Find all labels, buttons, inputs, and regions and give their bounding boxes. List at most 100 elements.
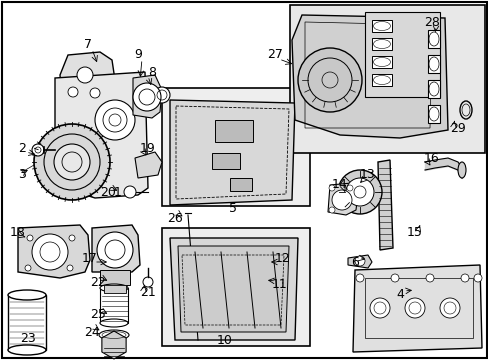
Text: 1: 1 (114, 185, 122, 198)
Ellipse shape (457, 162, 465, 178)
Circle shape (97, 232, 133, 268)
Circle shape (154, 87, 170, 103)
Text: 29: 29 (449, 122, 465, 135)
Text: 14: 14 (331, 179, 347, 192)
Polygon shape (170, 238, 297, 340)
Bar (427, 80, 439, 98)
Bar (371, 74, 391, 86)
Bar (162, 228, 309, 346)
Circle shape (369, 298, 389, 318)
Bar (162, 88, 309, 206)
Circle shape (32, 144, 44, 156)
Circle shape (425, 274, 433, 282)
Bar (364, 12, 439, 97)
Text: 24: 24 (84, 325, 100, 338)
Text: 26: 26 (167, 211, 183, 225)
Circle shape (124, 186, 136, 198)
Circle shape (390, 274, 398, 282)
Text: 6: 6 (350, 256, 358, 269)
Bar (427, 105, 439, 123)
Text: 16: 16 (423, 152, 439, 165)
Bar (427, 30, 439, 48)
Text: 22: 22 (90, 275, 106, 288)
Text: 17: 17 (82, 252, 98, 265)
Circle shape (297, 48, 361, 112)
Polygon shape (92, 225, 140, 272)
Circle shape (25, 265, 31, 271)
Bar (212, 153, 240, 169)
Bar (371, 20, 391, 32)
Bar (427, 55, 439, 73)
Circle shape (439, 298, 459, 318)
Circle shape (331, 190, 351, 210)
Bar (100, 270, 130, 285)
Circle shape (355, 274, 363, 282)
Circle shape (34, 124, 110, 200)
Bar (364, 278, 472, 338)
Circle shape (133, 83, 161, 111)
Polygon shape (102, 331, 126, 359)
Polygon shape (347, 255, 371, 268)
Text: 21: 21 (140, 285, 156, 298)
Circle shape (54, 144, 90, 180)
Circle shape (328, 207, 334, 213)
Polygon shape (135, 152, 162, 178)
Text: 10: 10 (217, 333, 232, 346)
Bar (215, 120, 252, 142)
Polygon shape (133, 75, 162, 118)
Circle shape (67, 265, 73, 271)
Text: 23: 23 (20, 332, 36, 345)
Text: 5: 5 (228, 202, 237, 215)
Circle shape (69, 235, 75, 241)
Ellipse shape (100, 284, 128, 292)
Bar (371, 38, 391, 50)
Text: 3: 3 (18, 168, 26, 181)
Polygon shape (291, 15, 447, 138)
Polygon shape (18, 225, 90, 278)
Circle shape (68, 87, 78, 97)
Circle shape (354, 256, 364, 266)
Text: 9: 9 (134, 49, 142, 62)
Polygon shape (170, 100, 294, 205)
Bar (289, 5, 484, 153)
Text: 20: 20 (100, 185, 116, 198)
Circle shape (90, 88, 100, 98)
Text: 4: 4 (395, 288, 403, 302)
Text: 27: 27 (266, 49, 283, 62)
Text: 25: 25 (90, 309, 106, 321)
Circle shape (337, 170, 381, 214)
Bar (229, 178, 251, 191)
Circle shape (404, 298, 424, 318)
Polygon shape (352, 265, 481, 352)
Ellipse shape (100, 319, 128, 327)
Circle shape (473, 274, 481, 282)
Text: 15: 15 (406, 225, 422, 238)
Text: 11: 11 (271, 279, 287, 292)
Circle shape (346, 178, 373, 206)
Text: 7: 7 (84, 39, 92, 51)
Circle shape (77, 67, 93, 83)
Circle shape (142, 277, 153, 287)
Text: 19: 19 (140, 141, 156, 154)
Polygon shape (377, 160, 392, 250)
Circle shape (460, 274, 468, 282)
Bar (371, 56, 391, 68)
Text: 12: 12 (275, 252, 290, 265)
Ellipse shape (8, 345, 46, 355)
Text: 18: 18 (10, 225, 26, 238)
Polygon shape (60, 52, 115, 118)
Bar (104, 285, 126, 293)
Polygon shape (178, 246, 288, 332)
Text: 13: 13 (359, 168, 375, 181)
Ellipse shape (8, 290, 46, 300)
Bar (8, 295, 46, 350)
Bar (100, 288, 128, 323)
Text: 28: 28 (423, 15, 439, 28)
Circle shape (328, 185, 334, 191)
Circle shape (27, 235, 33, 241)
Circle shape (32, 234, 68, 270)
Circle shape (346, 185, 352, 191)
Text: 8: 8 (148, 66, 156, 78)
Circle shape (95, 100, 135, 140)
Polygon shape (55, 72, 148, 198)
